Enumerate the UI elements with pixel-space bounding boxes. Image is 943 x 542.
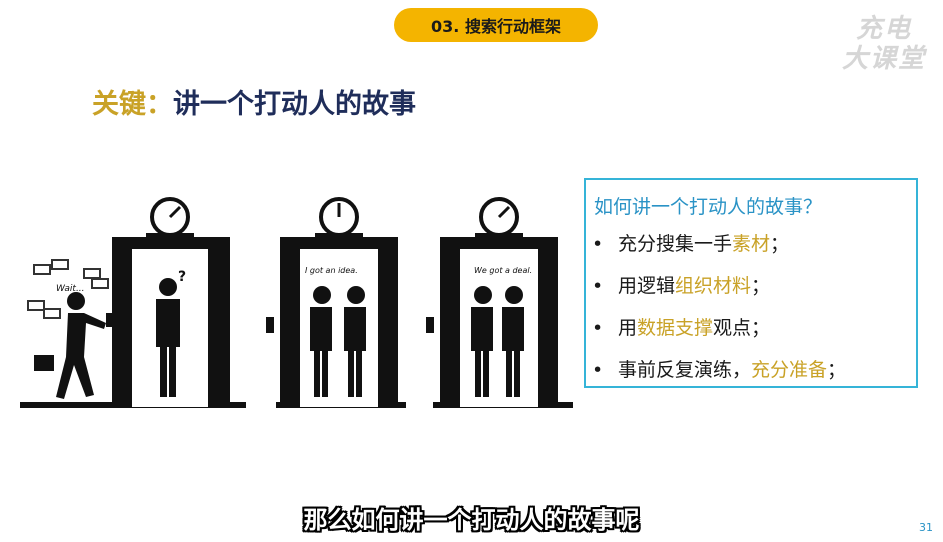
bullet-icon: •: [592, 359, 604, 381]
elevator-2: I got an idea.: [266, 197, 398, 407]
tip-tail: ；: [751, 275, 771, 297]
caption-wait: Wait...: [56, 284, 85, 294]
section-pill: 03. 搜索行动框架: [394, 8, 598, 42]
tip-highlight: 组织材料: [675, 275, 752, 297]
headline: 关键：讲一个打动人的故事: [92, 82, 416, 121]
watermark-line-1: 充电: [855, 14, 912, 44]
tip-tail: ；: [770, 233, 790, 255]
tip-text: 用逻辑: [618, 275, 676, 297]
elevator-story-illustration: Wait... ? I got an i: [20, 197, 573, 408]
bullet-icon: •: [592, 233, 604, 255]
brick-icons: [27, 259, 109, 319]
watermark-logo: 充电 大课堂: [836, 14, 932, 74]
elevator-1: ?: [106, 197, 230, 407]
video-subtitle: 那么如何讲一个打动人的故事呢: [303, 506, 640, 534]
tips-question: 如何讲一个打动人的故事？: [594, 196, 823, 218]
caption-idea: I got an idea.: [305, 266, 358, 275]
headline-keyword: 关键：: [92, 89, 173, 120]
caption-question: ?: [178, 269, 186, 285]
watermark-line-2: 大课堂: [841, 44, 926, 74]
caption-deal: We got a deal.: [474, 266, 532, 275]
tip-item: • 事前反复演练， 充分准备；: [592, 358, 846, 400]
tip-highlight: 数据支撑: [637, 317, 714, 339]
bullet-icon: •: [592, 317, 604, 339]
bullet-icon: •: [592, 275, 604, 297]
tip-tail: 观点；: [713, 317, 771, 339]
tips-box: 如何讲一个打动人的故事？ • 充分搜集一手 素材； • 用逻辑 组织材料； • 用数…: [584, 178, 918, 388]
tip-highlight: 素材: [732, 233, 771, 255]
tip-text: 用: [618, 317, 638, 339]
tip-item: • 充分搜集一手 素材；: [592, 232, 846, 274]
section-label: 03. 搜索行动框架: [431, 17, 561, 36]
tip-item: • 用逻辑 组织材料；: [592, 274, 846, 316]
tip-text: 充分搜集一手: [618, 233, 733, 255]
walking-person: [34, 292, 106, 399]
tip-item: • 用数据支撑 观点；: [592, 316, 846, 358]
tips-list: • 充分搜集一手 素材； • 用逻辑 组织材料； • 用数据支撑 观点； • 事前反复…: [592, 232, 846, 400]
elevator-3: We got a deal.: [426, 197, 558, 407]
headline-text: 讲一个打动人的故事: [173, 89, 416, 120]
tip-highlight: 充分准备: [751, 359, 828, 381]
tip-text: 事前反复演练，: [618, 359, 752, 381]
tip-tail: ；: [827, 359, 847, 381]
page-number: 31: [919, 521, 933, 534]
